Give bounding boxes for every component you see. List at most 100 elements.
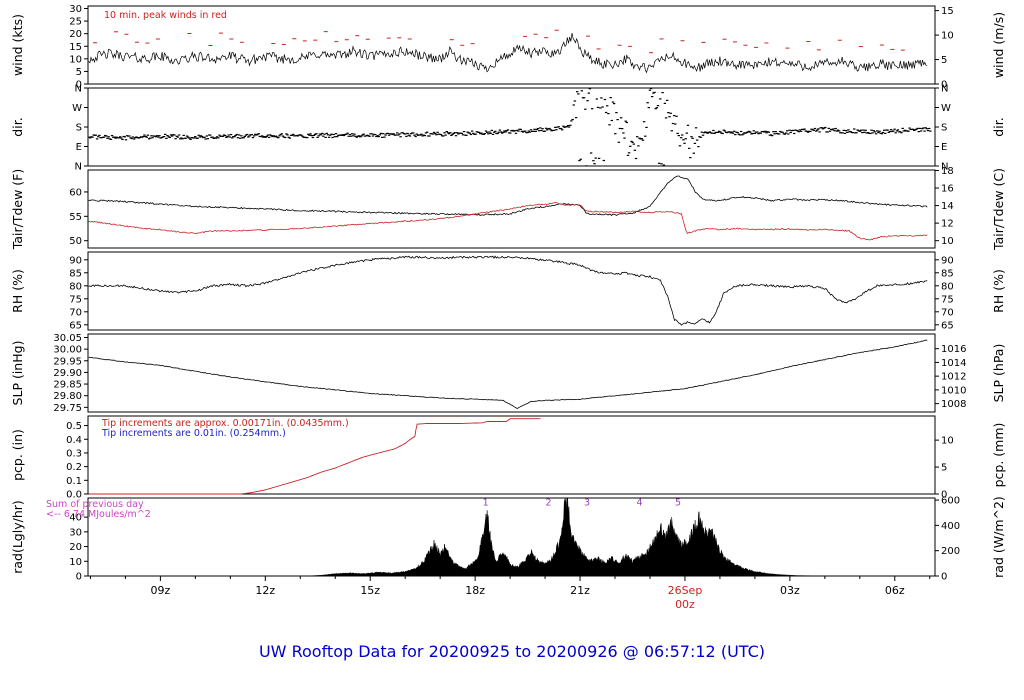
wind-direction-dots — [606, 105, 609, 107]
wind-direction-dots — [306, 137, 309, 139]
right-tick-label: 1010 — [941, 385, 966, 396]
wind-direction-dots — [206, 138, 210, 140]
wind-direction-dots — [557, 126, 560, 128]
wind-direction-dots — [209, 134, 212, 136]
wind-direction-dots — [466, 131, 469, 133]
wind-direction-dots — [352, 135, 355, 137]
wind-direction-dots — [340, 134, 343, 136]
wind-direction-dots — [901, 127, 904, 129]
wind-direction-dots — [881, 131, 885, 134]
wind-direction-dots — [362, 133, 365, 135]
wind-direction-dots — [321, 132, 324, 134]
x-tick-label: 09z — [150, 584, 170, 597]
wind-direction-dots — [690, 136, 693, 138]
wind-direction-dots — [703, 132, 706, 134]
wind-direction-dots — [450, 134, 453, 136]
left-tick-label: 29.90 — [53, 368, 82, 379]
wind-direction-dots — [731, 132, 735, 134]
wind-direction-dots — [533, 128, 536, 130]
right-tick-label: 1014 — [941, 358, 966, 369]
wind-direction-dots — [708, 131, 712, 133]
wind-direction-dots — [170, 135, 174, 137]
right-tick-label: 5 — [941, 55, 947, 66]
wind-direction-dots — [341, 134, 345, 136]
wind-direction-dots — [631, 141, 634, 143]
right-tick-label: 0 — [941, 80, 947, 91]
wind-direction-dots — [629, 145, 632, 147]
event-marker-2: 2 — [546, 497, 552, 508]
wind-direction-dots — [567, 126, 571, 128]
wind-direction-dots — [398, 133, 401, 135]
wind-direction-dots — [572, 104, 575, 106]
wind-direction-dots — [756, 131, 759, 133]
wind-direction-dots — [205, 135, 208, 137]
wind-direction-dots — [271, 135, 274, 138]
wind-direction-dots — [203, 136, 206, 138]
wind-direction-dots — [456, 132, 459, 134]
wind-direction-dots — [718, 130, 721, 132]
right-tick-label: 15 — [941, 6, 954, 17]
wind-direction-dots — [91, 136, 94, 138]
wind-direction-dots — [796, 130, 799, 132]
wind-direction-dots — [569, 124, 572, 126]
left-tick-label: 30 — [69, 4, 82, 15]
right-tick-label: 0 — [941, 490, 947, 501]
wind-direction-dots — [602, 159, 605, 162]
wind-direction-dots — [399, 136, 402, 138]
right-axis-label: Tair/Tdew (C) — [991, 168, 1006, 251]
event-marker-1: 1 — [483, 497, 489, 508]
wind-direction-dots — [895, 130, 899, 132]
right-tick-label: 5 — [941, 463, 947, 474]
wind-direction-dots — [177, 134, 181, 136]
wind-direction-dots — [248, 135, 251, 137]
wind-direction-dots — [827, 127, 830, 129]
wind-direction-dots — [423, 135, 427, 137]
wind-direction-dots — [402, 133, 406, 135]
wind-direction-dots — [888, 130, 892, 133]
wind-direction-dots — [813, 127, 817, 130]
wind-direction-dots — [180, 137, 183, 139]
wind-direction-dots — [377, 136, 380, 138]
wind-direction-dots — [142, 136, 145, 138]
wind-direction-dots — [611, 101, 615, 103]
event-marker-3: 3 — [584, 497, 590, 508]
wind-direction-dots — [684, 138, 687, 140]
wind-direction-dots — [589, 152, 593, 154]
left-axis-label: Tair/Tdew (F) — [10, 169, 25, 250]
wind-direction-dots — [412, 132, 415, 134]
wind-direction-dots — [489, 132, 492, 134]
left-tick-label: 0.4 — [66, 435, 82, 446]
wind-direction-dots — [117, 137, 121, 139]
wind-direction-dots — [465, 134, 468, 136]
wind-direction-dots — [382, 133, 385, 135]
wind-direction-dots — [577, 93, 580, 95]
wind-direction-dots — [270, 135, 273, 137]
wind-direction-dots — [594, 157, 597, 159]
wind-direction-dots — [574, 117, 578, 119]
wind-direction-dots — [511, 129, 514, 131]
wind-direction-dots — [818, 131, 821, 133]
wind-direction-dots — [561, 129, 564, 131]
wind-direction-dots — [769, 134, 773, 136]
wind-direction-dots — [149, 137, 152, 139]
wind-direction-dots — [814, 130, 818, 132]
right-tick-label: 12 — [941, 219, 954, 230]
wind-direction-dots — [349, 135, 353, 137]
wind-direction-dots — [165, 137, 168, 139]
wind-direction-dots — [601, 106, 604, 108]
wind-direction-dots — [94, 134, 98, 136]
wind-direction-dots — [288, 137, 292, 139]
wind-direction-dots — [179, 138, 182, 140]
wind-direction-dots — [786, 130, 789, 132]
wind-direction-dots — [689, 157, 692, 159]
wind-direction-dots — [492, 131, 496, 133]
wind-direction-dots — [683, 142, 686, 144]
wind-direction-dots — [348, 133, 352, 136]
x-tick-label: 03z — [780, 584, 800, 597]
event-marker-4: 4 — [636, 497, 642, 508]
wind-direction-dots — [878, 130, 881, 132]
wind-direction-dots — [911, 128, 915, 130]
wind-direction-dots — [774, 131, 777, 133]
wind-direction-dots — [526, 132, 529, 134]
